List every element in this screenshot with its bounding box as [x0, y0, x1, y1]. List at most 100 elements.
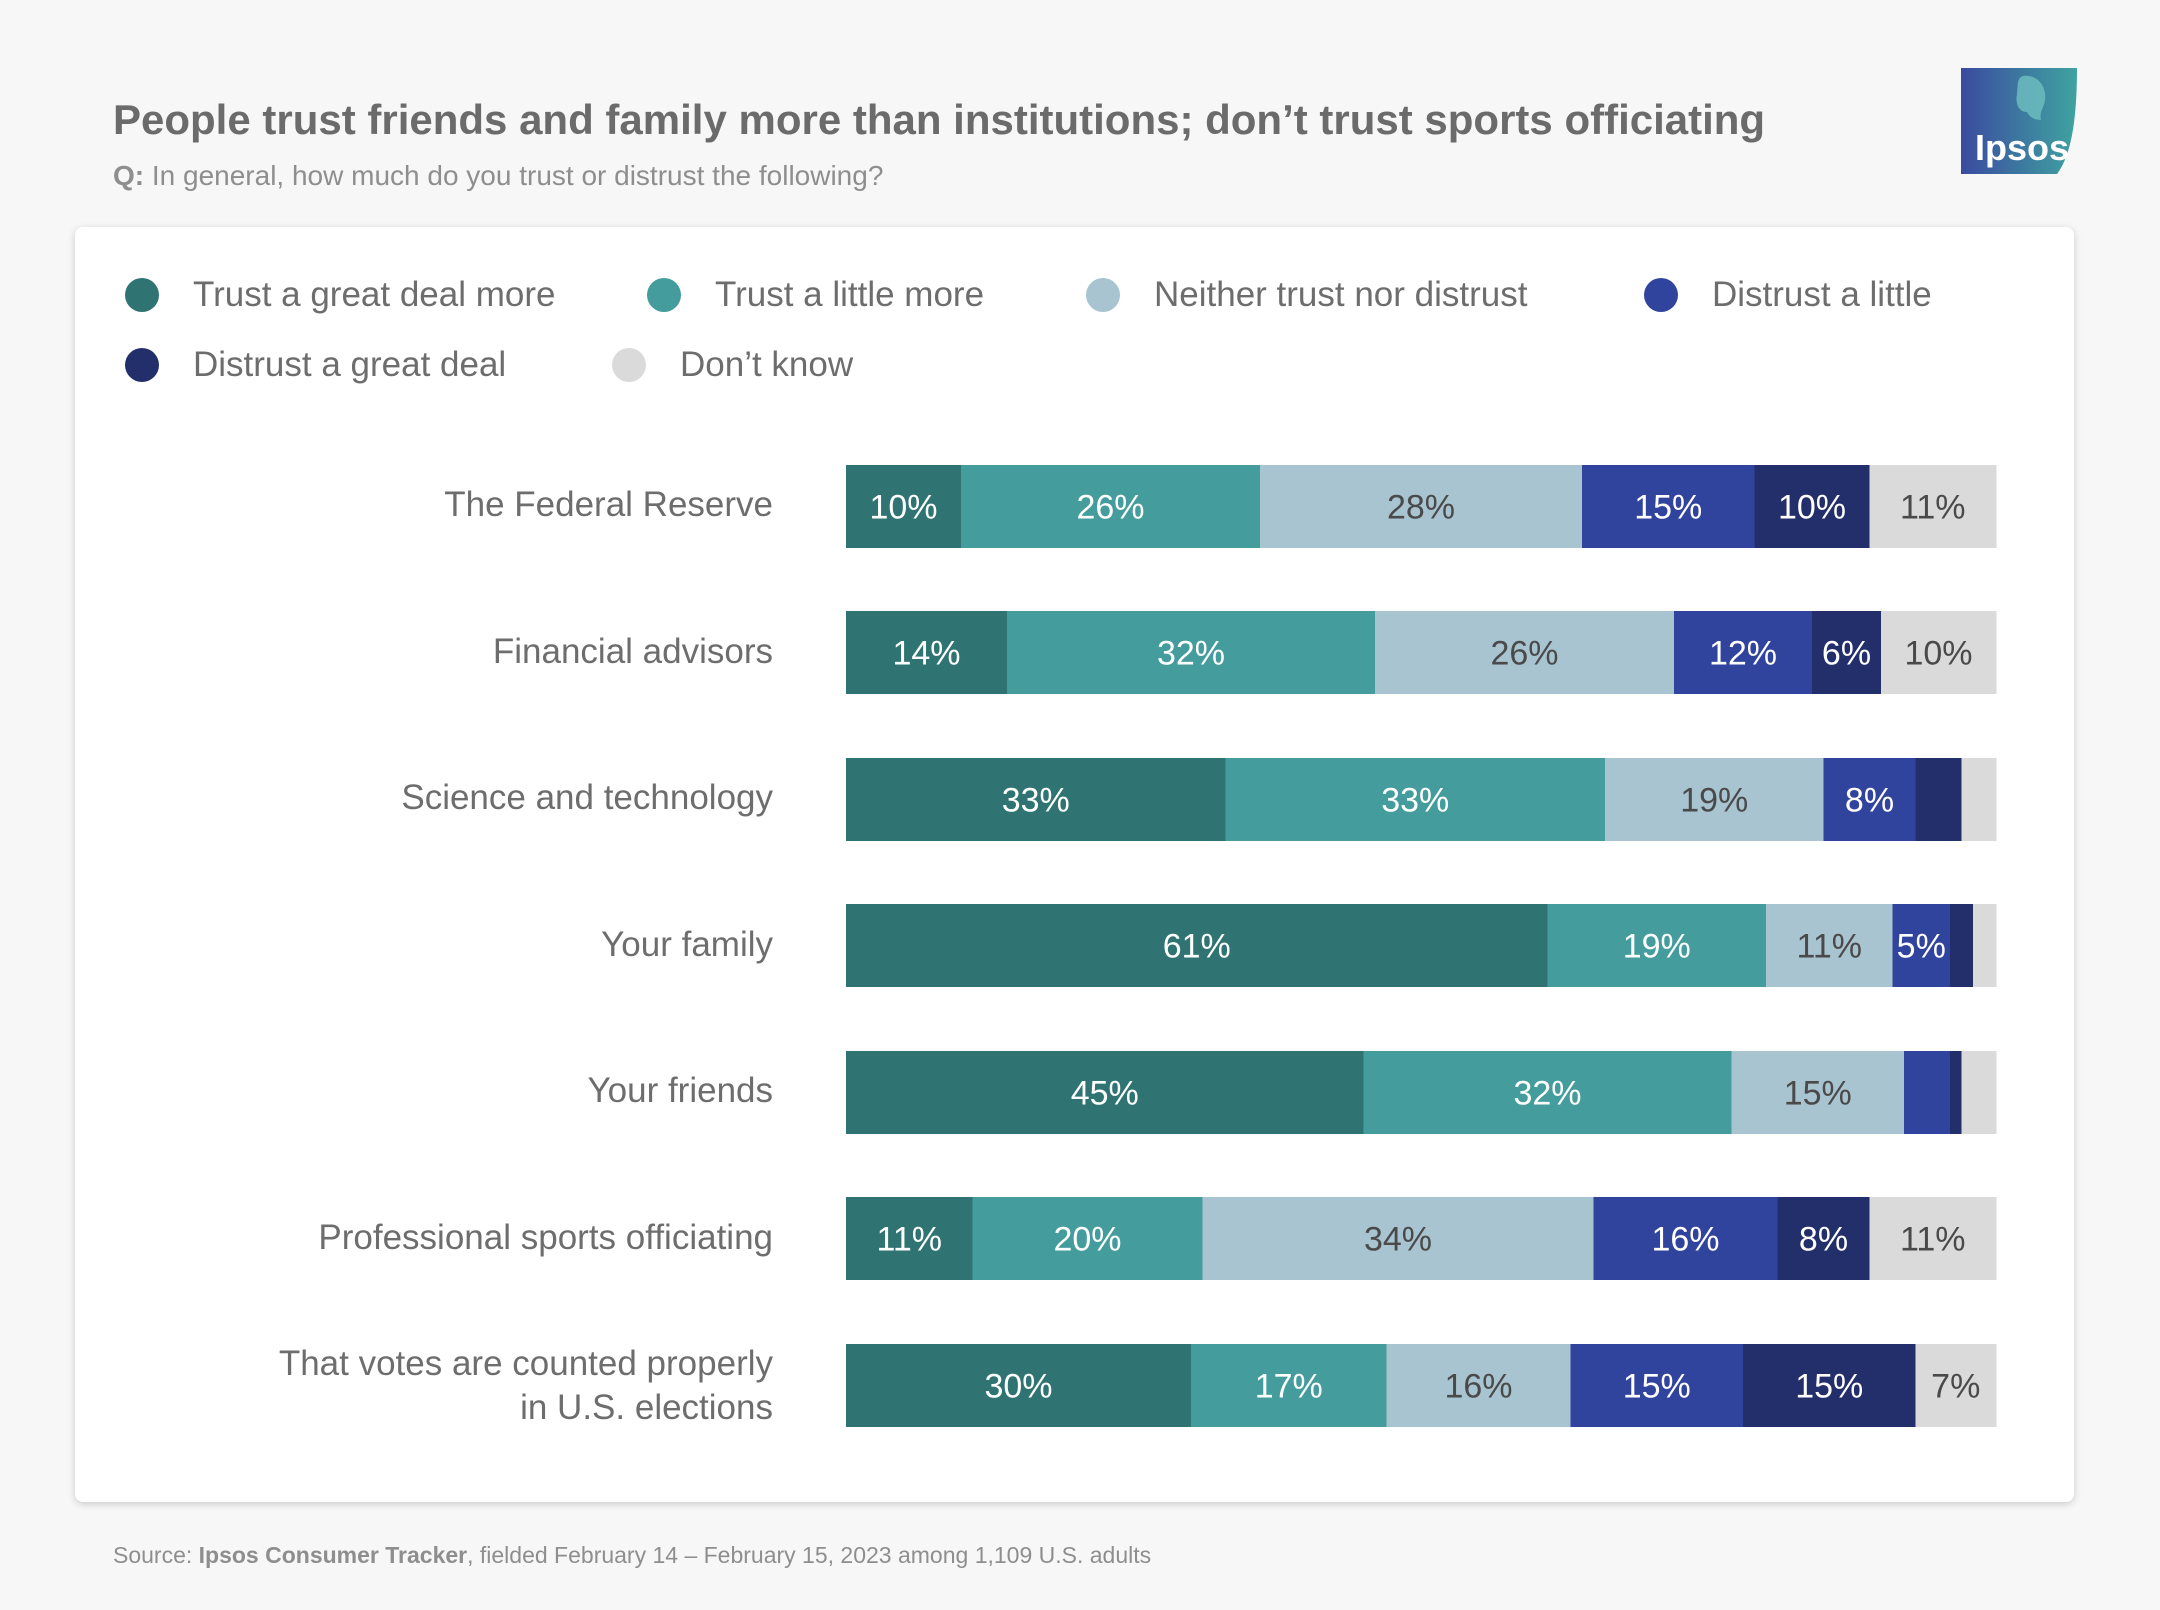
bar-segment-science-and-technology-don-t-know — [1961, 758, 1997, 841]
row-label: Professional sports officiating — [318, 1218, 773, 1257]
data-label: 11% — [876, 1221, 942, 1259]
row-label: Your family — [601, 925, 773, 964]
data-label: 8% — [1845, 782, 1894, 820]
row-label: That votes are counted properly in U.S. e… — [278, 1344, 773, 1427]
data-label: 15% — [1634, 489, 1702, 527]
bar-segment-that-votes-are-counted-properly-in-u-s-elections-trust-a-great-deal-more — [846, 1344, 1192, 1427]
row-label: The Federal Reserve — [444, 485, 773, 524]
data-label: 11% — [1900, 1221, 1966, 1259]
legend-item-distrust-great-deal: Distrust a great deal — [125, 345, 506, 385]
source-name: Ipsos Consumer Tracker — [198, 1542, 468, 1568]
data-label: 19% — [1680, 782, 1748, 820]
question-text: In general, how much do you trust or dis… — [151, 160, 884, 191]
bar-segment-science-and-technology-neither-trust-nor-distrust — [1605, 758, 1824, 841]
data-label: 30% — [984, 1368, 1052, 1406]
bar-segment-science-and-technology-distrust-a-great-deal — [1915, 758, 1962, 841]
source-prefix: Source: — [113, 1542, 193, 1568]
bar-segment-your-friends-distrust-a-little — [1904, 1051, 1951, 1134]
bar-segment-professional-sports-officiating-trust-a-great-deal-more — [846, 1197, 973, 1280]
chart-question: Q: In general, how much do you trust or … — [113, 160, 883, 192]
data-label: 10% — [869, 489, 937, 527]
legend-label: Neither trust nor distrust — [1154, 275, 1528, 314]
data-label: 61% — [1163, 928, 1231, 966]
data-label: 10% — [1904, 635, 1972, 673]
bar-segment-the-federal-reserve-don-t-know — [1869, 465, 1997, 548]
legend-swatch — [1086, 278, 1120, 312]
bar-segment-your-family-distrust-a-little — [1892, 904, 1951, 987]
bar-segment-your-family-distrust-a-great-deal — [1950, 904, 1974, 987]
legend-label: Distrust a great deal — [193, 345, 507, 384]
bar-segment-that-votes-are-counted-properly-in-u-s-elections-don-t-know — [1915, 1344, 1997, 1427]
row-label: Your friends — [587, 1071, 774, 1110]
data-label: 34% — [1364, 1221, 1432, 1259]
bar-segment-your-family-trust-a-great-deal-more — [846, 904, 1548, 987]
bar-segment-that-votes-are-counted-properly-in-u-s-elections-distrust-a-great-deal — [1743, 1344, 1916, 1427]
bar-segment-your-friends-distrust-a-great-deal — [1950, 1051, 1962, 1134]
bar-segment-your-friends-trust-a-great-deal-more — [846, 1051, 1364, 1134]
bar-segment-professional-sports-officiating-trust-a-little-more — [972, 1197, 1203, 1280]
legend-swatch — [612, 348, 646, 382]
data-label: 11% — [1796, 928, 1862, 966]
legend-swatch — [125, 348, 159, 382]
legend-item-neither: Neither trust nor distrust — [1086, 275, 1527, 315]
chart-title: People trust friends and family more tha… — [113, 96, 1766, 143]
row-label: Financial advisors — [492, 632, 773, 671]
legend-swatch — [125, 278, 159, 312]
data-label: 17% — [1255, 1368, 1323, 1406]
data-label: 10% — [1778, 489, 1846, 527]
data-label: 33% — [1002, 782, 1070, 820]
data-label: 26% — [1490, 635, 1558, 673]
ipsos-logo: Ipsos — [1961, 68, 2077, 174]
bar-segment-your-family-don-t-know — [1973, 904, 1997, 987]
bar-segment-financial-advisors-trust-a-great-deal-more — [846, 611, 1008, 694]
bar-segment-science-and-technology-trust-a-great-deal-more — [846, 758, 1226, 841]
data-label: 5% — [1897, 928, 1946, 966]
legend-label: Trust a little more — [715, 275, 985, 314]
bar-segment-that-votes-are-counted-properly-in-u-s-elections-distrust-a-little — [1570, 1344, 1744, 1427]
data-label: 19% — [1623, 928, 1691, 966]
data-label: 15% — [1784, 1075, 1852, 1113]
data-label: 16% — [1651, 1221, 1719, 1259]
bar-segment-financial-advisors-distrust-a-great-deal — [1812, 611, 1882, 694]
bar-segment-your-family-trust-a-little-more — [1547, 904, 1767, 987]
bar-segment-the-federal-reserve-distrust-a-little — [1582, 465, 1755, 548]
legend-item-trust-great-deal: Trust a great deal more — [125, 275, 555, 315]
data-label: 15% — [1795, 1368, 1863, 1406]
legend-swatch — [1644, 278, 1678, 312]
bar-segment-the-federal-reserve-trust-a-little-more — [961, 465, 1261, 548]
svg-text:Ipsos: Ipsos — [1975, 127, 2069, 168]
data-label: 11% — [1900, 489, 1966, 527]
data-label: 45% — [1071, 1075, 1139, 1113]
question-prefix: Q: — [113, 160, 145, 191]
bar-segment-your-family-neither-trust-nor-distrust — [1766, 904, 1893, 987]
bar-segment-that-votes-are-counted-properly-in-u-s-elections-trust-a-little-more — [1191, 1344, 1387, 1427]
source-details: , fielded February 14 – February 15, 202… — [467, 1542, 1152, 1568]
bar-segment-the-federal-reserve-neither-trust-nor-distrust — [1260, 465, 1583, 548]
source-note: Source: Ipsos Consumer Tracker, fielded … — [113, 1542, 1151, 1569]
bar-segment-science-and-technology-trust-a-little-more — [1225, 758, 1606, 841]
bar-segment-the-federal-reserve-trust-a-great-deal-more — [846, 465, 962, 548]
bar-segment-science-and-technology-distrust-a-little — [1823, 758, 1916, 841]
bar-segment-financial-advisors-distrust-a-little — [1674, 611, 1813, 694]
data-label: 15% — [1623, 1368, 1691, 1406]
bar-segment-your-friends-trust-a-little-more — [1363, 1051, 1732, 1134]
data-label: 6% — [1822, 635, 1871, 673]
data-label: 7% — [1931, 1368, 1980, 1406]
legend-item-dont-know: Don’t know — [612, 345, 853, 385]
bar-segment-professional-sports-officiating-distrust-a-great-deal — [1777, 1197, 1870, 1280]
data-label: 20% — [1053, 1221, 1121, 1259]
chart-card — [75, 227, 2074, 1502]
data-label: 16% — [1444, 1368, 1512, 1406]
legend-item-distrust-little: Distrust a little — [1644, 275, 1932, 315]
data-label: 12% — [1709, 635, 1777, 673]
bar-segment-your-friends-don-t-know — [1961, 1051, 1997, 1134]
bar-segment-professional-sports-officiating-neither-trust-nor-distrust — [1202, 1197, 1594, 1280]
legend-label: Distrust a little — [1712, 275, 1932, 314]
data-label: 33% — [1381, 782, 1449, 820]
row-label: Science and technology — [401, 778, 773, 817]
legend-swatch — [647, 278, 681, 312]
bar-segment-that-votes-are-counted-properly-in-u-s-elections-neither-trust-nor-distrust — [1386, 1344, 1571, 1427]
legend-label: Trust a great deal more — [193, 275, 556, 314]
legend-label: Don’t know — [680, 345, 854, 384]
